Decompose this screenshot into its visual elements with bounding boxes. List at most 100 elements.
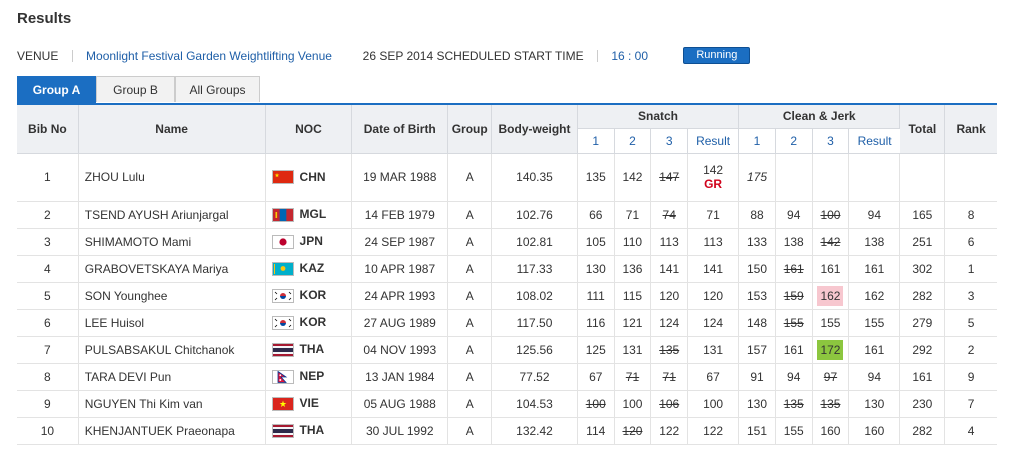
cell-dob-value: 14 FEB 1979 [364, 207, 435, 222]
cell-group: A [447, 282, 493, 310]
cell-snatch-2-value: 110 [622, 234, 643, 249]
cell-total: 302 [899, 255, 946, 283]
cell-name-value: ZHOU Lulu [84, 170, 145, 184]
cell-name-value: TARA DEVI Pun [84, 369, 172, 384]
cell-cj-3 [812, 153, 850, 202]
cell-rank-value: 7 [967, 396, 975, 411]
cell-group-value: A [465, 288, 474, 303]
cell-noc: MGL [265, 201, 353, 229]
cell-snatch-3-value: 120 [659, 288, 680, 303]
cell-snatch-result-value: 120 [703, 288, 724, 303]
flag-kor-icon [271, 315, 294, 330]
cell-snatch-result: 71 [687, 201, 740, 229]
noc-code: CHN [299, 169, 326, 184]
cell-bodyweight: 132.42 [491, 417, 578, 445]
tab-all-groups[interactable]: All Groups [175, 76, 260, 102]
cell-total: 292 [899, 336, 946, 364]
venue-name[interactable]: Moonlight Festival Garden Weightlifting … [86, 48, 332, 63]
cell-group: A [447, 255, 493, 283]
cell-snatch-result-value: 141 [703, 261, 724, 276]
cell-snatch-2: 142 [614, 153, 652, 202]
cell-snatch-result: 131 [687, 336, 740, 364]
cell-dob-value: 13 JAN 1984 [365, 369, 435, 384]
flag-nep-icon [271, 369, 294, 384]
cell-snatch-3: 135 [650, 336, 689, 364]
cell-bib: 3 [17, 228, 79, 256]
tab-group-b[interactable]: Group B [96, 76, 175, 102]
table-row: 9 NGUYEN Thi Kim van VIE 05 AUG 1988 A 104.53… [17, 390, 997, 418]
cell-total-value: 251 [912, 234, 933, 249]
cell-cj-1-value: 175 [746, 170, 767, 184]
cell-cj-1: 148 [738, 309, 776, 337]
cell-dob-value: 05 AUG 1988 [363, 396, 436, 411]
cell-group: A [447, 153, 493, 202]
cell-cj-2: 135 [775, 390, 813, 418]
flag-kaz-icon [271, 261, 294, 276]
tab-group-a[interactable]: Group A [17, 76, 96, 104]
cell-snatch-1-value: 111 [586, 288, 605, 303]
cell-bodyweight-value: 132.42 [516, 423, 553, 438]
cell-name: KHENJANTUEK Praeonapa [78, 417, 266, 445]
cell-cj-2-value: 161 [783, 342, 804, 357]
cell-snatch-1: 116 [577, 309, 615, 337]
cell-group-value: A [465, 342, 474, 357]
cell-snatch-result-value: 122 [703, 423, 724, 438]
noc-code: JPN [299, 234, 323, 249]
cell-snatch-1: 100 [577, 390, 615, 418]
cell-cj-1-value: 148 [746, 315, 767, 330]
cell-dob-value: 24 APR 1993 [364, 288, 436, 303]
cell-cj-3: 155 [812, 309, 850, 337]
cell-bodyweight-value: 102.76 [516, 207, 553, 222]
cell-cj-3: 160 [812, 417, 850, 445]
cell-bodyweight-value: 108.02 [516, 288, 553, 303]
cell-snatch-result-value: 131 [703, 342, 724, 357]
cell-name: SON Younghee [78, 282, 266, 310]
cell-snatch-3-value: 113 [659, 234, 679, 249]
cell-snatch-1-value: 67 [589, 369, 603, 384]
cell-snatch-3-value: 124 [659, 315, 680, 330]
cell-rank: 1 [944, 255, 997, 283]
results-table: Bib No Name NOC Date of Birth Group Body… [17, 105, 997, 445]
cell-snatch-result: 113 [687, 228, 740, 256]
cell-name-value: SON Younghee [84, 288, 168, 303]
cell-cj-1: 130 [738, 390, 776, 418]
cell-bodyweight-value: 104.53 [516, 396, 553, 411]
tab-underline [17, 103, 997, 105]
cell-cj-3: 142 [812, 228, 850, 256]
cell-rank: 4 [944, 417, 997, 445]
table-row: 10 KHENJANTUEK Praeonapa THA 30 JUL 1992 A 13… [17, 417, 997, 445]
cell-rank: 3 [944, 282, 997, 310]
cell-cj-1-value: 157 [746, 342, 767, 357]
cell-snatch-2-value: 71 [625, 369, 640, 384]
cell-snatch-2: 115 [614, 282, 652, 310]
cell-cj-2-value: 161 [783, 261, 804, 276]
header-bodyweight: Body-weight [491, 105, 578, 154]
cell-group-value: A [465, 423, 474, 438]
cell-snatch-1: 130 [577, 255, 615, 283]
cell-snatch-1: 66 [577, 201, 615, 229]
cell-cj-result-value: 155 [864, 315, 885, 330]
cell-total-value: 165 [912, 207, 933, 222]
cell-snatch-1-value: 116 [586, 315, 606, 330]
cell-rank: 8 [944, 201, 997, 229]
record-badge: GR [704, 177, 723, 191]
cell-cj-2: 155 [775, 309, 813, 337]
flag-mgl-icon [271, 207, 294, 222]
divider [596, 49, 598, 62]
cell-cj-1-value: 151 [746, 423, 767, 438]
cell-snatch-result: 141 [687, 255, 740, 283]
cell-snatch-3-value: 106 [659, 396, 680, 411]
cell-noc: THA [265, 417, 353, 445]
cell-snatch-2: 120 [614, 417, 652, 445]
cell-name: TARA DEVI Pun [78, 363, 266, 391]
noc-code: NEP [299, 369, 325, 384]
cell-cj-2: 94 [775, 201, 813, 229]
table-row: 2 TSEND AYUSH Ariunjargal MGL 14 FEB 1979 A 1… [17, 201, 997, 229]
cell-snatch-2: 131 [614, 336, 652, 364]
cell-snatch-1: 114 [577, 417, 615, 445]
cell-rank-value: 1 [967, 261, 975, 276]
cell-snatch-result-value: 124 [703, 315, 724, 330]
header-snatch-3: 3 [650, 128, 689, 154]
flag-tha-icon [271, 342, 294, 357]
cell-noc: THA [265, 336, 353, 364]
